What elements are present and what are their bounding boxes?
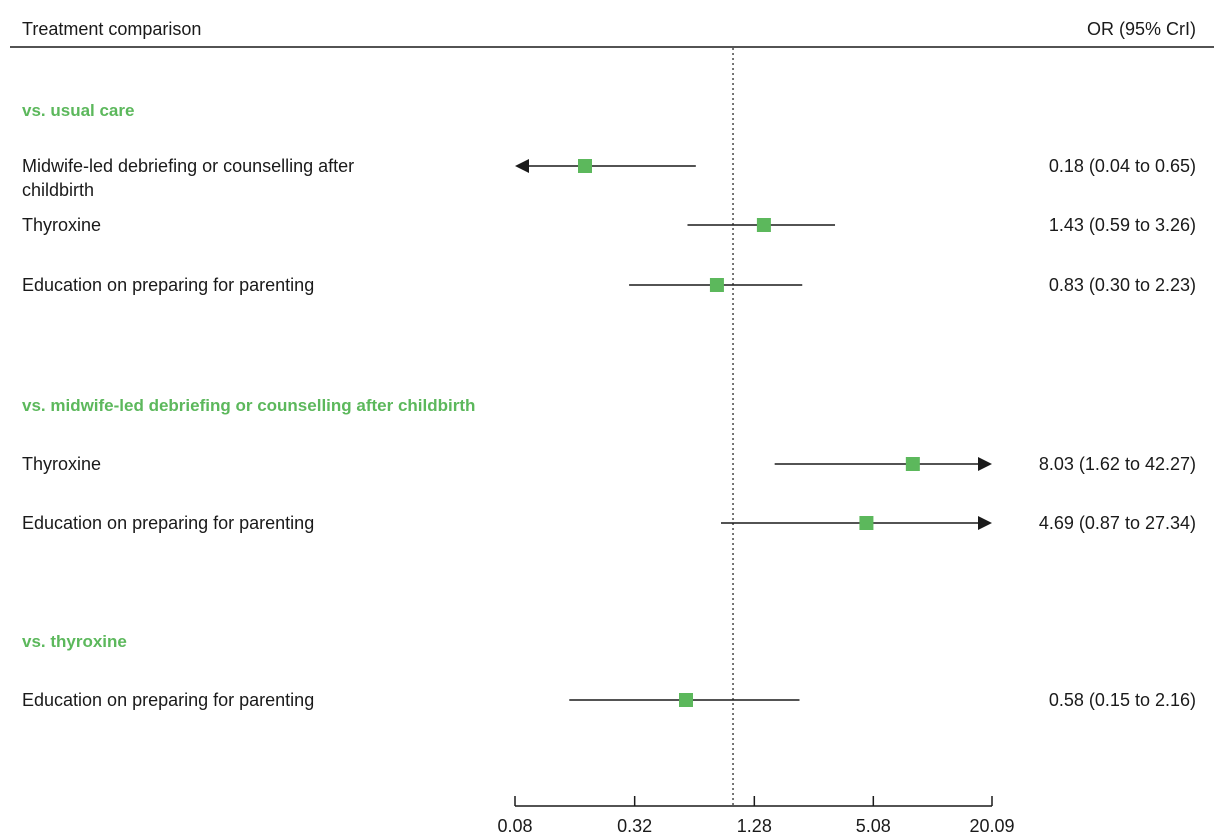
x-tick-label: 20.09 (969, 816, 1014, 836)
group-title: vs. midwife-led debriefing or counsellin… (22, 396, 475, 415)
group-title: vs. thyroxine (22, 632, 127, 651)
row-label: Education on preparing for parenting (22, 690, 314, 710)
point-estimate (756, 218, 771, 232)
point-estimate (679, 693, 693, 707)
ci-arrow-right (978, 516, 992, 530)
estimate-text: 4.69 (0.87 to 27.34) (1039, 513, 1196, 533)
group-title: vs. usual care (22, 101, 134, 120)
row-label: childbirth (22, 180, 94, 200)
row-label: Education on preparing for parenting (22, 513, 314, 533)
ci-arrow-right (978, 457, 992, 471)
header-right: OR (95% CrI) (1087, 19, 1196, 39)
plot-content: vs. usual care Midwife-led debriefing or … (22, 48, 1196, 836)
row-label: Midwife-led debriefing or counselling af… (22, 156, 354, 176)
row-label: Education on preparing for parenting (22, 275, 314, 295)
estimate-text: 8.03 (1.62 to 42.27) (1039, 454, 1196, 474)
point-estimate (709, 278, 724, 292)
estimate-text: 0.83 (0.30 to 2.23) (1049, 275, 1196, 295)
x-tick-label: 0.32 (617, 816, 652, 836)
row-label: Thyroxine (22, 215, 101, 235)
x-tick-label: 5.08 (856, 816, 891, 836)
estimate-text: 1.43 (0.59 to 3.26) (1049, 215, 1196, 235)
estimate-text: 0.18 (0.04 to 0.65) (1049, 156, 1196, 176)
row-label: Thyroxine (22, 454, 101, 474)
x-tick-label: 0.08 (497, 816, 532, 836)
header-left: Treatment comparison (22, 19, 201, 39)
point-estimate (859, 516, 874, 530)
point-estimate (577, 159, 592, 173)
point-estimate (905, 457, 920, 471)
estimate-text: 0.58 (0.15 to 2.16) (1049, 690, 1196, 710)
x-tick-label: 1.28 (737, 816, 772, 836)
ci-arrow-left (515, 159, 529, 173)
